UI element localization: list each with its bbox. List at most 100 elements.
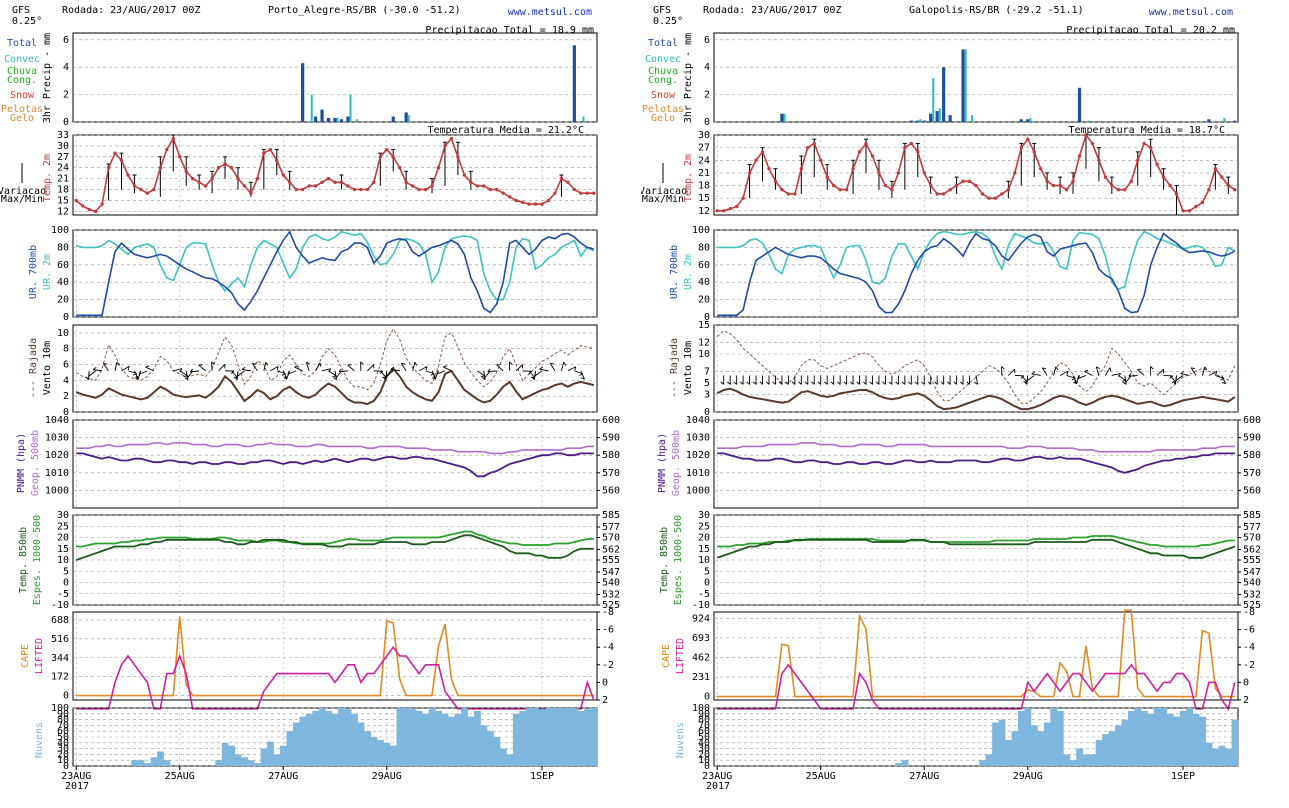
- geop-y-tick: 590: [602, 433, 620, 444]
- precip-legend-item: Pelotas: [1, 104, 43, 115]
- temperature-point: [1110, 183, 1114, 188]
- lifted-y-tick: 2: [602, 695, 608, 706]
- precip-legend-item: Chuva: [7, 66, 37, 77]
- humidity-y-tick: 100: [692, 225, 710, 236]
- wind-barb-flag: [753, 381, 757, 385]
- temperature-point: [1026, 137, 1030, 141]
- temperature-point: [559, 176, 564, 181]
- t850-y-tick: 5: [63, 566, 69, 577]
- temperature-y-tick: 30: [698, 130, 710, 141]
- cloud-bar: [428, 708, 436, 766]
- cloud-bar: [901, 760, 909, 766]
- wind-barb: [93, 369, 103, 372]
- wind-barb-flag: [1026, 377, 1029, 381]
- temp-axis-label: Temp. 2m: [683, 154, 694, 202]
- t850-line: [75, 534, 594, 561]
- cape-frame: [72, 611, 598, 701]
- wind-barb: [145, 366, 155, 372]
- wind-barb: [1118, 375, 1127, 381]
- wind-y-tick: 8: [63, 344, 69, 355]
- precip-y-tick: 4: [63, 62, 69, 73]
- wind-barb: [1180, 373, 1190, 376]
- wind-barb: [1128, 375, 1138, 377]
- temperature-point: [385, 147, 389, 152]
- t850-y-tick: 15: [57, 544, 69, 555]
- precip-total-bar: [326, 117, 331, 122]
- cloud-bar: [1128, 710, 1135, 766]
- temperature-point: [553, 191, 557, 195]
- temperature-frame: [72, 134, 598, 216]
- temperature-y-tick: 27: [698, 143, 710, 154]
- wind-barb-flag: [966, 381, 970, 385]
- temperature-point: [139, 187, 143, 192]
- precip-total-bar: [909, 120, 913, 122]
- precip-legend-item: Total: [648, 38, 678, 49]
- wind-barb: [418, 366, 428, 372]
- wind-barb-flag: [186, 374, 188, 379]
- wind-barb-flag: [974, 381, 978, 385]
- thick-y-tick: 570: [1243, 533, 1261, 544]
- precip-y-tick: 4: [704, 62, 710, 73]
- espes-axis-label: Espes. 1000-500: [673, 515, 684, 605]
- clouds-y-tick: 10: [57, 755, 69, 766]
- pressure-frame: [72, 419, 598, 509]
- cloud-bar: [1173, 716, 1181, 766]
- wind-barb: [231, 370, 238, 378]
- ur2m-axis-label: UR. 2m: [42, 254, 53, 290]
- cloud-bar: [1205, 742, 1213, 766]
- temperature-point: [436, 166, 441, 170]
- temperature-point: [1174, 192, 1179, 196]
- wind-barb: [431, 370, 437, 380]
- wind-barb-flag: [211, 361, 215, 365]
- wind-barb-flag: [1172, 381, 1176, 385]
- brand-link: www.metsul.com: [508, 7, 592, 18]
- precip-y-tick: 6: [704, 35, 710, 46]
- cloud-bar: [396, 708, 404, 766]
- wind-barb-flag: [740, 381, 744, 385]
- variacao-label: Variacao: [641, 186, 687, 197]
- temperature-point: [1116, 188, 1121, 192]
- wind-barb: [138, 370, 148, 375]
- wind-barb-flag: [414, 361, 418, 366]
- temperature-point: [1148, 145, 1153, 150]
- temperature-y-tick: 12: [698, 206, 710, 217]
- pnmm-y-tick: 1010: [686, 468, 710, 479]
- thickness-line: [76, 530, 594, 548]
- humidity-y-tick: 0: [63, 312, 69, 323]
- wind-barb-flag: [127, 366, 130, 371]
- temperature-point: [352, 187, 357, 192]
- cloud-bar: [1115, 725, 1122, 766]
- wind-y-tick: 2: [63, 391, 69, 402]
- wind-barb: [1031, 373, 1041, 376]
- temperature-point: [747, 171, 752, 175]
- temperature-point: [495, 187, 499, 192]
- wind-barb-flag: [1175, 376, 1177, 381]
- precip-y-tick: 0: [704, 117, 710, 128]
- precip-total-bar: [391, 116, 395, 122]
- temperature-point: [1090, 141, 1095, 146]
- wind-barb-flag: [383, 376, 387, 381]
- cloud-bar: [247, 760, 255, 766]
- wind-barb-flag: [145, 365, 150, 368]
- temperature-y-tick: 21: [57, 174, 69, 185]
- cloud-bar: [1024, 708, 1032, 766]
- date-label: 1SEP: [1171, 771, 1195, 782]
- cloud-bar: [551, 708, 559, 766]
- temperature-y-tick: 24: [57, 163, 69, 174]
- temp-media: Temperatura Media = 18.7°C: [1068, 125, 1225, 136]
- wind-barb: [367, 364, 375, 372]
- wind-barb: [390, 368, 400, 372]
- thick-y-tick: 540: [602, 578, 620, 589]
- wind-barb-flag: [360, 361, 364, 365]
- wind-y-tick: 4: [63, 375, 69, 386]
- precip-convec-bar: [349, 94, 352, 122]
- wind-barb-flag: [914, 381, 919, 385]
- wind-barb-flag: [574, 366, 577, 371]
- wind-barb-flag: [425, 366, 428, 371]
- temperature-point: [793, 192, 797, 196]
- wind-barb: [1084, 371, 1093, 376]
- temperature-point: [242, 184, 247, 188]
- pnmm-y-tick: 1010: [45, 468, 69, 479]
